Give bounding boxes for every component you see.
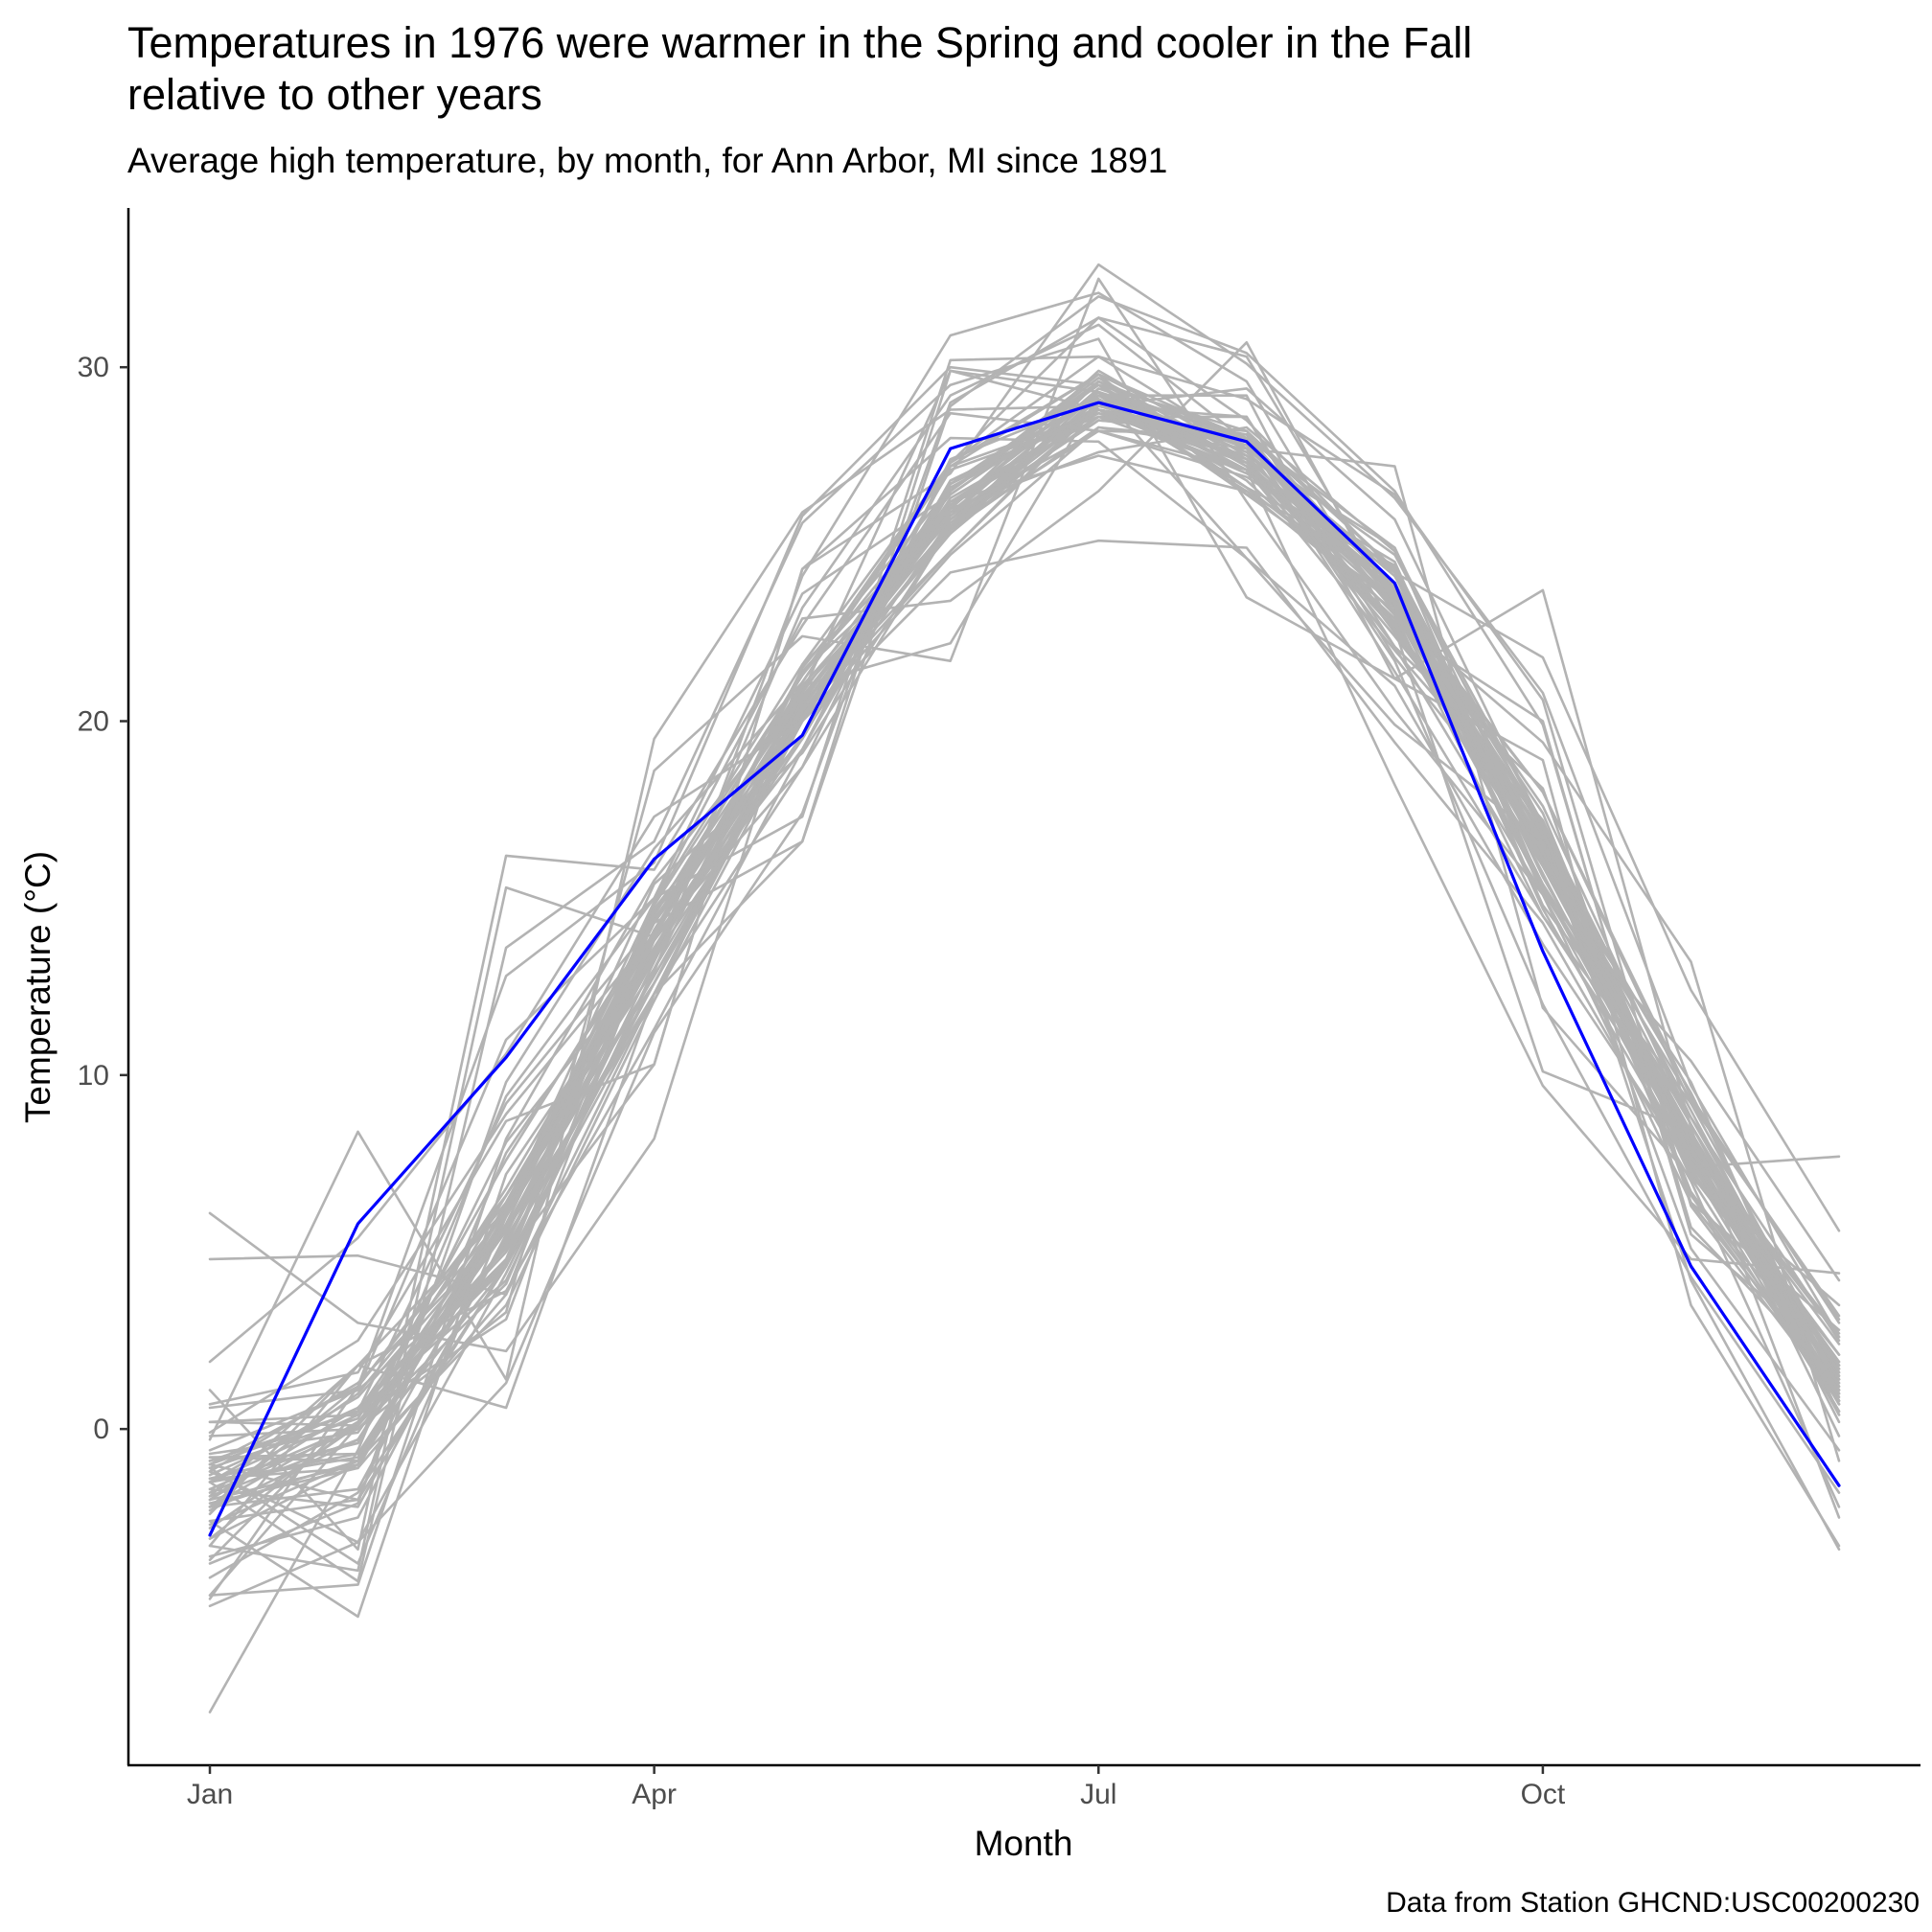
series-line-other-year-57: [208, 394, 1841, 1573]
y-tick-label-30: 30: [78, 352, 109, 383]
y-axis-ticks: 0 10 20 30: [78, 352, 128, 1445]
series-line-other-year-60: [208, 411, 1841, 1551]
series-line-other-year-43: [208, 365, 1841, 1600]
chart-caption: Data from Station GHCND:USC00200230: [1386, 1887, 1920, 1919]
series-line-highlight-year: [208, 401, 1841, 1537]
y-tick-label-20: 20: [78, 706, 109, 738]
x-tick-label-apr: Apr: [632, 1779, 677, 1810]
chart-title-line-2: relative to other years: [127, 70, 542, 119]
x-axis-ticks: Jan Apr Jul Oct: [187, 1765, 1566, 1810]
x-axis-title: Month: [975, 1824, 1073, 1863]
series-line-other-year-53: [208, 337, 1841, 1583]
chart-title-line-1: Temperatures in 1976 were warmer in the …: [127, 18, 1472, 67]
series-line-other-year-50: [208, 341, 1841, 1540]
series-line-other-year-46: [208, 263, 1841, 1597]
series-line-other-year-56: [208, 295, 1841, 1516]
series-line-other-year-62: [208, 291, 1841, 1544]
y-axis-title: Temperature (°C): [18, 851, 58, 1123]
y-tick-label-10: 10: [78, 1060, 109, 1092]
x-tick-label-jan: Jan: [187, 1779, 233, 1810]
series-line-other-year-64: [208, 408, 1841, 1548]
series-line-other-year-55: [208, 316, 1841, 1608]
chart-subtitle: Average high temperature, by month, for …: [127, 141, 1167, 180]
x-tick-label-oct: Oct: [1521, 1779, 1566, 1810]
series-line-other-year-40: [208, 408, 1841, 1508]
y-tick-label-0: 0: [93, 1414, 109, 1445]
plot-lines: [208, 263, 1841, 1714]
series-line-other-year-65: [208, 419, 1841, 1484]
series-line-other-year-58: [208, 355, 1841, 1452]
series-line-other-year-35: [208, 383, 1841, 1512]
series-line-other-year-52: [208, 436, 1841, 1406]
series-line-other-year-63: [208, 390, 1841, 1714]
series-line-other-year-54: [208, 387, 1841, 1551]
x-tick-label-jul: Jul: [1080, 1779, 1116, 1810]
